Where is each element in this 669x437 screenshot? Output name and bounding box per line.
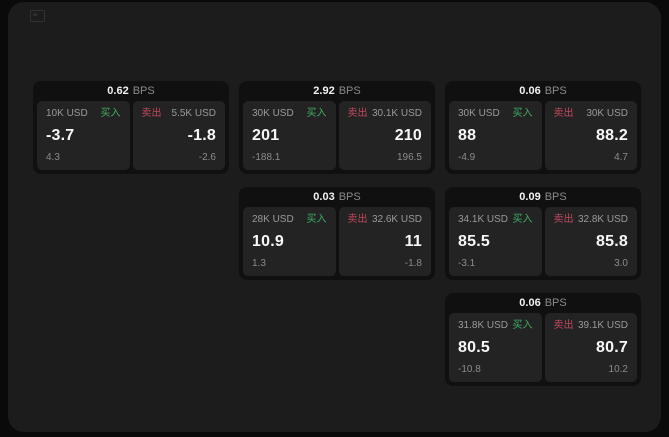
sell-size-label: 30.1K USD [371,108,422,119]
buy-tag: 买入 [306,214,327,225]
sell-delta-value: 10.2 [608,364,628,375]
bps-unit-label: BPS [338,190,361,203]
sell-delta-value: 196.5 [396,152,422,163]
bps-header: 0.06 BPS [449,293,637,313]
bps-value: 0.62 [107,84,129,97]
buy-pane[interactable]: 28K USD 买入 10.9 1.3 [243,207,336,276]
bps-header: 0.06 BPS [449,81,637,101]
quote-card-5[interactable]: 0.09 BPS 34.1K USD 买入 85.5 -3.1 卖出 32.8K… [445,187,641,280]
sell-quote-value: 88.2 [596,127,628,144]
sell-quote-value: 210 [394,127,422,144]
sell-pane[interactable]: 卖出 32.6K USD 11 -1.8 [338,207,431,276]
bps-value: 2.92 [313,84,335,97]
quote-card-6[interactable]: 0.06 BPS 31.8K USD 买入 80.5 -10.8 卖出 39.1… [445,293,641,386]
buy-quote-value: -3.7 [46,127,75,144]
quote-card-1[interactable]: 0.62 BPS 10K USD 买入 -3.7 4.3 卖出 5.5K USD… [33,81,229,174]
buy-delta-value: -4.9 [458,152,476,163]
sell-size-label: 30K USD [586,108,628,119]
sell-size-label: 5.5K USD [171,108,216,119]
bps-unit-label: BPS [544,190,567,203]
buy-size-label: 10K USD [46,108,88,119]
buy-pane[interactable]: 10K USD 买入 -3.7 4.3 [37,101,130,170]
buy-size-label: 30K USD [252,108,294,119]
buy-pane[interactable]: 30K USD 买入 88 -4.9 [449,101,542,170]
sell-pane[interactable]: 卖出 30K USD 88.2 4.7 [544,101,637,170]
sell-delta-value: -1.8 [404,258,422,269]
quote-card-2[interactable]: 2.92 BPS 30K USD 买入 201 -188.1 卖出 30.1K … [239,81,435,174]
bps-unit-label: BPS [132,84,155,97]
sell-tag: 卖出 [553,108,574,119]
buy-delta-value: 4.3 [46,152,60,163]
buy-tag: 买入 [512,320,533,331]
sell-delta-value: 4.7 [614,152,628,163]
buy-quote-value: 80.5 [458,339,490,356]
bps-value: 0.06 [519,84,541,97]
buy-size-label: 34.1K USD [458,214,509,225]
buy-delta-value: -188.1 [252,152,281,163]
sell-size-label: 32.6K USD [371,214,422,225]
bps-value: 0.03 [313,190,335,203]
bps-header: 0.62 BPS [37,81,225,101]
app-window-icon [30,10,45,22]
bps-unit-label: BPS [544,296,567,309]
buy-pane[interactable]: 30K USD 买入 201 -188.1 [243,101,336,170]
buy-tag: 买入 [100,108,121,119]
bps-unit-label: BPS [338,84,361,97]
buy-quote-value: 10.9 [252,233,284,250]
bps-value: 0.06 [519,296,541,309]
quote-card-4[interactable]: 0.03 BPS 28K USD 买入 10.9 1.3 卖出 32.6K US… [239,187,435,280]
sell-size-label: 39.1K USD [577,320,628,331]
buy-tag: 买入 [306,108,327,119]
sell-tag: 卖出 [141,108,162,119]
buy-quote-value: 201 [252,127,280,144]
sell-quote-value: 11 [404,233,422,250]
buy-pane[interactable]: 31.8K USD 买入 80.5 -10.8 [449,313,542,382]
sell-tag: 卖出 [553,320,574,331]
buy-tag: 买入 [512,108,533,119]
buy-size-label: 31.8K USD [458,320,509,331]
quote-card-3[interactable]: 0.06 BPS 30K USD 买入 88 -4.9 卖出 30K USD 8… [445,81,641,174]
sell-pane[interactable]: 卖出 5.5K USD -1.8 -2.6 [132,101,225,170]
sell-size-label: 32.8K USD [577,214,628,225]
buy-pane[interactable]: 34.1K USD 买入 85.5 -3.1 [449,207,542,276]
buy-quote-value: 88 [458,127,477,144]
sell-pane[interactable]: 卖出 39.1K USD 80.7 10.2 [544,313,637,382]
sell-pane[interactable]: 卖出 32.8K USD 85.8 3.0 [544,207,637,276]
sell-tag: 卖出 [553,214,574,225]
sell-delta-value: -2.6 [198,152,216,163]
buy-delta-value: -3.1 [458,258,476,269]
buy-quote-value: 85.5 [458,233,490,250]
buy-size-label: 30K USD [458,108,500,119]
bps-value: 0.09 [519,190,541,203]
main-panel: 0.62 BPS 10K USD 买入 -3.7 4.3 卖出 5.5K USD… [8,2,661,432]
buy-tag: 买入 [512,214,533,225]
buy-size-label: 28K USD [252,214,294,225]
sell-tag: 卖出 [347,214,368,225]
sell-pane[interactable]: 卖出 30.1K USD 210 196.5 [338,101,431,170]
sell-quote-value: -1.8 [187,127,216,144]
sell-quote-value: 80.7 [596,339,628,356]
sell-tag: 卖出 [347,108,368,119]
sell-quote-value: 85.8 [596,233,628,250]
bps-header: 0.09 BPS [449,187,637,207]
bps-unit-label: BPS [544,84,567,97]
bps-header: 0.03 BPS [243,187,431,207]
sell-delta-value: 3.0 [614,258,628,269]
bps-header: 2.92 BPS [243,81,431,101]
buy-delta-value: 1.3 [252,258,266,269]
buy-delta-value: -10.8 [458,364,481,375]
